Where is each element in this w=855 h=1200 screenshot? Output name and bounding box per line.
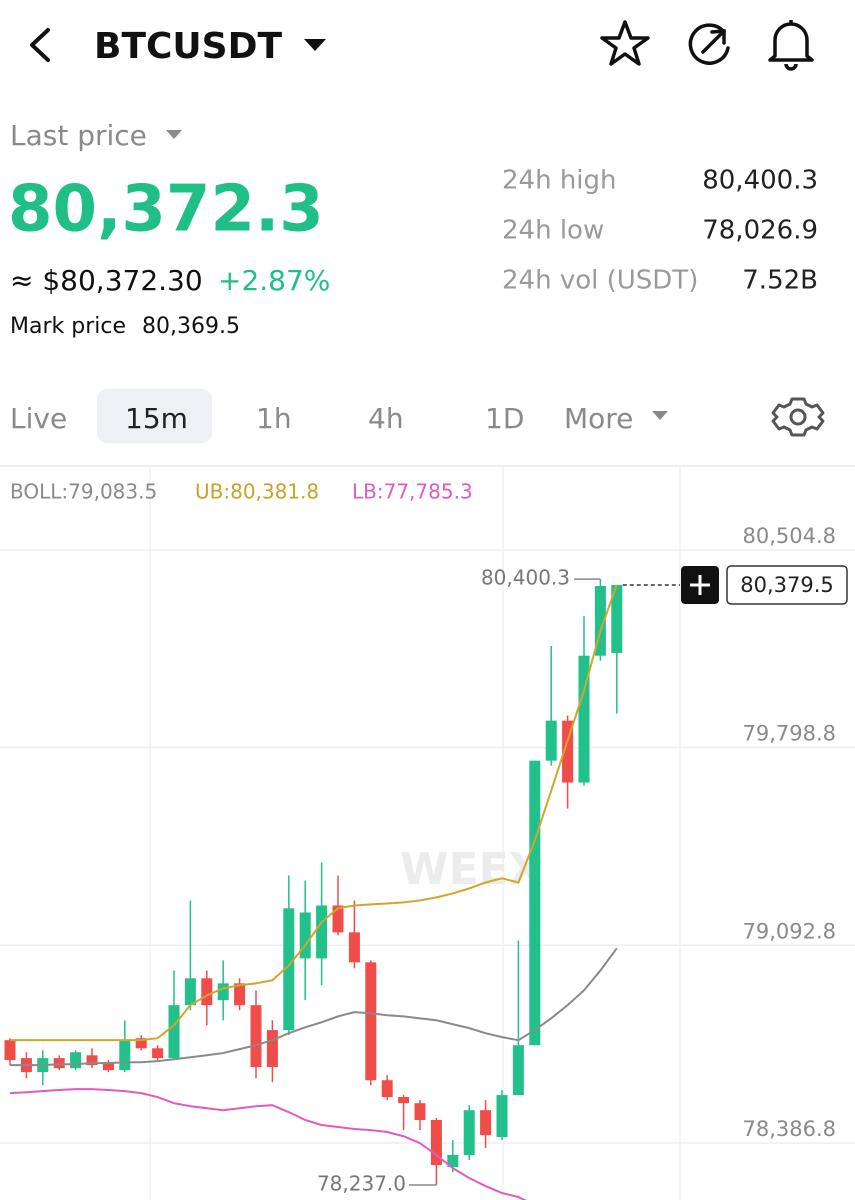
y-tick-label: 79,092.8 (742, 919, 836, 943)
candle-body (430, 1119, 442, 1166)
candle-body (4, 1040, 16, 1061)
candle-body (184, 978, 196, 1006)
price-change: +2.87% (218, 264, 330, 297)
tab[interactable]: 4h (368, 402, 404, 435)
candle-body (201, 978, 213, 1006)
stat-label: 24h high (502, 166, 617, 196)
candle-body (283, 908, 295, 1031)
candle-body (529, 760, 541, 1046)
candle-body (53, 1058, 65, 1069)
candle-body (463, 1110, 475, 1155)
tab[interactable]: 1D (485, 402, 524, 435)
candle-body (250, 1005, 262, 1068)
candle-body (594, 585, 606, 656)
candle-body (168, 1005, 180, 1059)
symbol[interactable]: BTCUSDT (94, 26, 282, 67)
price-type-dropdown[interactable] (166, 130, 182, 139)
candle-body (578, 655, 590, 783)
tab[interactable]: 15m (125, 402, 188, 435)
candle-body (234, 983, 246, 1006)
last-price: 80,372.3 (8, 173, 324, 247)
stat-value: 78,026.9 (702, 216, 818, 246)
low-label: 78,237.0 (317, 1171, 406, 1195)
candle-body (480, 1110, 492, 1136)
candle-body (119, 1040, 131, 1071)
stat-value: 7.52B (742, 266, 818, 296)
candle-body (365, 962, 377, 1081)
y-tick-label: 79,798.8 (742, 722, 836, 746)
candle-body (348, 932, 360, 963)
candle-body (135, 1038, 147, 1049)
indicator-label: UB:80,381.8 (195, 480, 319, 504)
tab-dropdown[interactable] (652, 411, 668, 420)
chart-settings[interactable] (771, 397, 825, 437)
band-line (10, 947, 618, 1067)
candle-body (545, 720, 557, 761)
candle-body (152, 1048, 164, 1059)
candle-body (266, 1030, 278, 1068)
last-price-box (726, 565, 848, 605)
favorite-icon[interactable] (600, 20, 650, 66)
candlestick-chart[interactable]: BOLL:79,083.5 UB:80,381.8 LB:77,785.3 80,50… (0, 480, 855, 1200)
candle-body (562, 720, 574, 783)
y-tick-label: 80,504.8 (742, 524, 836, 548)
tab[interactable]: 1h (256, 402, 292, 435)
y-tick-label: 78,386.8 (742, 1117, 836, 1141)
tab[interactable]: Live (10, 402, 67, 435)
candle-body (217, 983, 229, 1001)
last-price-tag: 80,379.5 (740, 573, 834, 597)
mark-price-label: Mark price (10, 314, 126, 339)
back-button[interactable] (30, 28, 50, 62)
high-label: 80,400.3 (481, 566, 570, 590)
band-line (10, 584, 618, 1042)
stat-value: 80,400.3 (702, 166, 818, 196)
candle-body (611, 584, 623, 653)
usd-price: ≈ $80,372.30 (10, 264, 203, 297)
order-plus[interactable] (690, 574, 710, 595)
interval-tabs: Live 15m 1h 4h 1D More (10, 389, 668, 443)
candle-body (381, 1080, 393, 1098)
plot-area (4, 579, 623, 1200)
watermark: WEEX (400, 844, 543, 895)
candle-body (102, 1062, 114, 1071)
alert-icon[interactable] (768, 20, 814, 71)
candle-body (316, 905, 328, 959)
candle-body (414, 1103, 426, 1120)
tab[interactable]: More (564, 402, 633, 435)
symbol-dropdown[interactable] (304, 39, 326, 51)
candle-body (398, 1097, 410, 1104)
candle-body (512, 1045, 524, 1096)
share-icon[interactable] (688, 23, 730, 65)
candle-body (332, 905, 344, 933)
candle-body (299, 912, 311, 959)
candle-body (447, 1154, 459, 1168)
candle-body (86, 1055, 98, 1066)
indicator-label: BOLL:79,083.5 (10, 480, 157, 504)
candle-body (70, 1052, 82, 1069)
band-line (9, 1088, 527, 1200)
candle-body (496, 1095, 508, 1138)
indicator-label: LB:77,785.3 (352, 480, 473, 504)
active-tab-bg (97, 389, 212, 443)
stat-label: 24h vol (USDT) (502, 266, 698, 296)
mark-price: 80,369.5 (142, 314, 240, 339)
stat-label: 24h low (502, 216, 604, 246)
price-type[interactable]: Last price (10, 119, 147, 152)
